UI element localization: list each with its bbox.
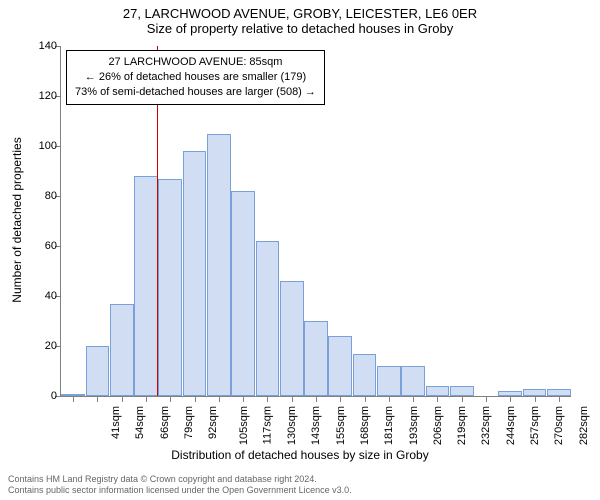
x-tick <box>535 396 536 402</box>
histogram-bar <box>353 354 377 397</box>
histogram-bar <box>328 336 352 396</box>
x-tick <box>413 396 414 402</box>
x-tick <box>243 396 244 402</box>
histogram-bar <box>304 321 328 396</box>
annotation-line-1: 27 LARCHWOOD AVENUE: 85sqm <box>75 55 316 70</box>
y-tick-label: 20 <box>27 340 57 352</box>
x-tick <box>510 396 511 402</box>
x-tick-label: 117sqm <box>261 406 273 444</box>
x-tick-label: 130sqm <box>286 406 298 445</box>
x-tick <box>462 396 463 402</box>
footer-line-1: Contains HM Land Registry data © Crown c… <box>8 474 317 484</box>
x-tick <box>316 396 317 402</box>
y-axis-title: Number of detached properties <box>10 137 24 302</box>
x-tick <box>389 396 390 402</box>
x-tick-label: 105sqm <box>238 406 250 445</box>
histogram-bar <box>86 346 110 396</box>
x-tick-label: 232sqm <box>481 406 493 445</box>
histogram-bar <box>426 386 450 396</box>
x-tick-label: 219sqm <box>456 406 468 445</box>
y-tick-label: 40 <box>27 290 57 302</box>
histogram-bar <box>110 304 134 397</box>
x-tick-label: 143sqm <box>311 406 323 445</box>
annotation-line-3: 73% of semi-detached houses are larger (… <box>75 85 316 100</box>
x-tick <box>559 396 560 402</box>
x-tick <box>146 396 147 402</box>
x-tick-label: 257sqm <box>529 406 541 445</box>
x-tick-label: 66sqm <box>159 406 171 439</box>
x-tick <box>97 396 98 402</box>
histogram-bar <box>134 176 158 396</box>
x-tick-label: 270sqm <box>553 406 565 445</box>
x-tick <box>486 396 487 402</box>
annotation-line-2: ← 26% of detached houses are smaller (17… <box>75 70 316 85</box>
x-tick <box>437 396 438 402</box>
x-tick <box>292 396 293 402</box>
y-tick-label: 80 <box>27 190 57 202</box>
y-tick-label: 100 <box>27 140 57 152</box>
x-tick-label: 244sqm <box>505 406 517 445</box>
x-tick-label: 282sqm <box>578 406 590 445</box>
footer-attribution: Contains HM Land Registry data © Crown c… <box>8 474 352 496</box>
chart-subtitle: Size of property relative to detached ho… <box>0 21 600 38</box>
histogram-bar <box>256 241 280 396</box>
x-tick-label: 79sqm <box>183 406 195 439</box>
x-axis-title: Distribution of detached houses by size … <box>0 448 600 462</box>
histogram-bar <box>183 151 207 396</box>
x-tick-label: 54sqm <box>134 406 146 439</box>
histogram-bar <box>158 179 182 397</box>
x-tick-label: 155sqm <box>335 406 347 445</box>
histogram-bar <box>547 389 571 397</box>
y-tick-label: 140 <box>27 40 57 52</box>
x-tick-label: 41sqm <box>110 406 122 439</box>
y-tick-label: 0 <box>27 390 57 402</box>
y-tick-label: 60 <box>27 240 57 252</box>
footer-line-2: Contains public sector information licen… <box>8 485 352 495</box>
x-tick-label: 92sqm <box>207 406 219 439</box>
x-tick-label: 168sqm <box>359 406 371 445</box>
histogram-bar <box>207 134 231 397</box>
histogram-bar <box>377 366 401 396</box>
histogram-bar <box>523 389 547 397</box>
histogram-bar <box>231 191 255 396</box>
x-tick <box>195 396 196 402</box>
x-tick-label: 193sqm <box>408 406 420 445</box>
x-tick-label: 206sqm <box>432 406 444 445</box>
y-tick-label: 120 <box>27 90 57 102</box>
x-tick <box>219 396 220 402</box>
x-tick <box>170 396 171 402</box>
chart-container: 27, LARCHWOOD AVENUE, GROBY, LEICESTER, … <box>0 0 600 500</box>
histogram-bar <box>450 386 474 396</box>
x-tick <box>267 396 268 402</box>
x-tick <box>122 396 123 402</box>
x-tick <box>340 396 341 402</box>
chart-title: 27, LARCHWOOD AVENUE, GROBY, LEICESTER, … <box>0 0 600 21</box>
x-tick <box>365 396 366 402</box>
histogram-bar <box>401 366 425 396</box>
x-tick-label: 181sqm <box>383 406 395 445</box>
annotation-box: 27 LARCHWOOD AVENUE: 85sqm ← 26% of deta… <box>66 50 325 105</box>
x-tick <box>73 396 74 402</box>
histogram-bar <box>280 281 304 396</box>
